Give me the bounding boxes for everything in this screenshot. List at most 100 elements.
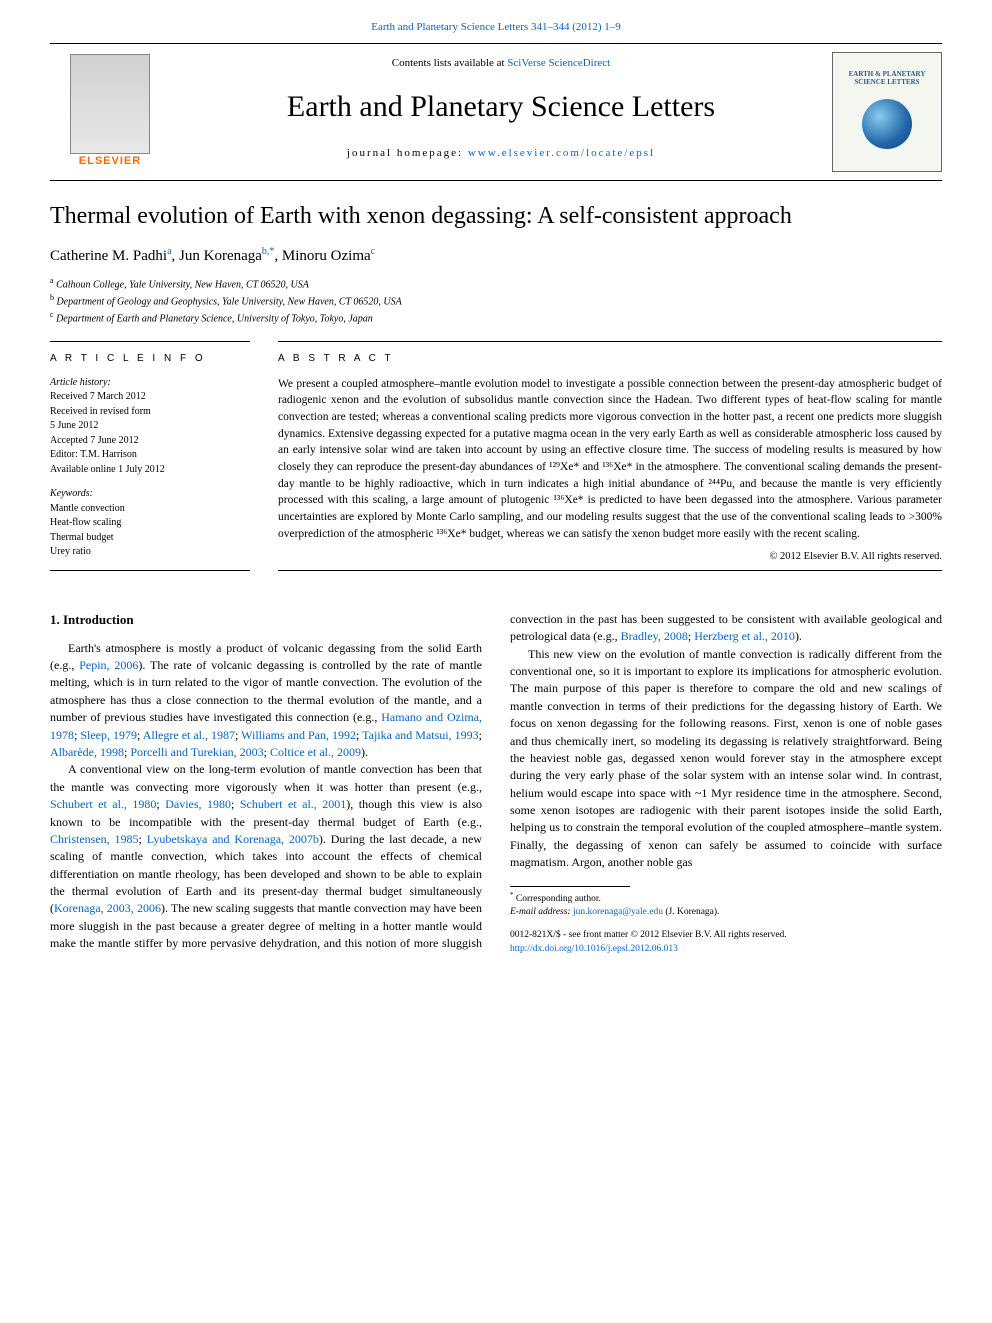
keyword-3: Urey ratio: [50, 545, 250, 560]
journal-header: ELSEVIER Contents lists available at Sci…: [50, 44, 942, 179]
doi-link[interactable]: http://dx.doi.org/10.1016/j.epsl.2012.06…: [510, 944, 678, 954]
corresponding-author-note: * Corresponding author.: [510, 891, 942, 906]
issn-line: 0012-821X/$ - see front matter © 2012 El…: [510, 929, 942, 943]
affiliations: a Calhoun College, Yale University, New …: [50, 275, 942, 327]
journal-cover-thumbnail: EARTH & PLANETARY SCIENCE LETTERS: [832, 52, 942, 171]
authors-line: Catherine M. Padhia, Jun Korenagab,*, Mi…: [50, 245, 942, 267]
keyword-2: Thermal budget: [50, 531, 250, 546]
elsevier-wordmark: ELSEVIER: [79, 154, 141, 169]
abstract-col-bottom-rule: [278, 570, 942, 571]
ref-schubert-1980[interactable]: Schubert et al., 1980: [50, 797, 156, 811]
homepage-prefix: journal homepage:: [347, 147, 468, 159]
ref-christensen-1985[interactable]: Christensen, 1985: [50, 832, 139, 846]
history-line-5: Available online 1 July 2012: [50, 463, 250, 478]
p1-s6: ;: [479, 728, 482, 742]
aff-text-a: Calhoun College, Yale University, New Ha…: [56, 279, 309, 290]
ref-herzberg-2010[interactable]: Herzberg et al., 2010: [694, 629, 795, 643]
homepage-link[interactable]: www.elsevier.com/locate/epsl: [468, 147, 655, 159]
top-citation: Earth and Planetary Science Letters 341–…: [0, 0, 992, 43]
p2-t1: A conventional view on the long-term evo…: [50, 762, 482, 793]
ref-allegre-1987[interactable]: Allegre et al., 1987: [143, 728, 235, 742]
footnotes: * Corresponding author. E-mail address: …: [510, 891, 942, 920]
p3-t3: ).: [795, 629, 802, 643]
ref-sleep-1979[interactable]: Sleep, 1979: [80, 728, 137, 742]
contents-prefix: Contents lists available at: [392, 57, 507, 69]
elsevier-tree-icon: [70, 54, 150, 154]
aff-mark-c: c: [50, 310, 54, 319]
history-line-3: Accepted 7 June 2012: [50, 434, 250, 449]
section-1-heading: 1. Introduction: [50, 611, 482, 630]
cover-globe-icon: [862, 99, 912, 149]
info-abstract-bottom-rules: [50, 570, 942, 571]
author-3-mark: c: [371, 246, 375, 257]
email-paren: (J. Korenaga).: [665, 907, 719, 917]
ref-tajika-matsui-1993[interactable]: Tajika and Matsui, 1993: [362, 728, 479, 742]
footnote-block: * Corresponding author. E-mail address: …: [510, 886, 942, 957]
article-title: Thermal evolution of Earth with xenon de…: [50, 201, 942, 231]
abstract-heading: A B S T R A C T: [278, 352, 942, 366]
history-line-4: Editor: T.M. Harrison: [50, 448, 250, 463]
affiliation-c: c Department of Earth and Planetary Scie…: [50, 309, 942, 326]
footer-meta: 0012-821X/$ - see front matter © 2012 El…: [510, 929, 942, 957]
ref-porcelli-turekian-2003[interactable]: Porcelli and Turekian, 2003: [130, 745, 263, 759]
keyword-1: Heat-flow scaling: [50, 516, 250, 531]
section-number: 1.: [50, 612, 60, 627]
journal-title: Earth and Planetary Science Letters: [180, 86, 822, 128]
footnote-rule: [510, 886, 630, 887]
aff-mark-a: a: [50, 276, 54, 285]
ref-schubert-2001[interactable]: Schubert et al., 2001: [240, 797, 346, 811]
email-label: E-mail address:: [510, 907, 571, 917]
aff-text-c: Department of Earth and Planetary Scienc…: [56, 314, 373, 325]
affiliation-a: a Calhoun College, Yale University, New …: [50, 275, 942, 292]
corr-text: Corresponding author.: [516, 894, 601, 904]
author-2: Jun Korenaga: [179, 248, 262, 264]
abstract-text: We present a coupled atmosphere–mantle e…: [278, 376, 942, 543]
citation-link[interactable]: Earth and Planetary Science Letters 341–…: [371, 21, 621, 33]
p2-s1: ;: [156, 797, 165, 811]
ref-coltice-2009[interactable]: Coltice et al., 2009: [270, 745, 361, 759]
email-line: E-mail address: jun.korenaga@yale.edu (J…: [510, 906, 942, 919]
ref-williams-pan-1992[interactable]: Williams and Pan, 1992: [241, 728, 356, 742]
keywords-block: Keywords: Mantle convection Heat-flow sc…: [50, 487, 250, 560]
header-center: Contents lists available at SciVerse Sci…: [170, 44, 832, 179]
section-title: Introduction: [63, 612, 134, 627]
history-line-2: 5 June 2012: [50, 419, 250, 434]
keyword-0: Mantle convection: [50, 502, 250, 517]
author-2-mark: b,*: [262, 246, 275, 257]
cover-title: EARTH & PLANETARY SCIENCE LETTERS: [833, 67, 941, 90]
p2-s4: ;: [139, 832, 147, 846]
info-col-bottom-rule: [50, 570, 250, 571]
info-abstract-row: A R T I C L E I N F O Article history: R…: [50, 341, 942, 570]
history-label: Article history:: [50, 376, 250, 391]
abstract-copyright: © 2012 Elsevier B.V. All rights reserved…: [278, 550, 942, 565]
body-para-1: Earth's atmosphere is mostly a product o…: [50, 640, 482, 762]
p2-s2: ;: [231, 797, 240, 811]
journal-homepage-line: journal homepage: www.elsevier.com/locat…: [180, 146, 822, 161]
ref-davies-1980[interactable]: Davies, 1980: [165, 797, 231, 811]
ref-korenaga-2003-2006[interactable]: Korenaga, 2003, 2006: [54, 901, 161, 915]
aff-mark-b: b: [50, 293, 54, 302]
ref-albarede-1998[interactable]: Albarède, 1998: [50, 745, 124, 759]
body-para-4: This new view on the evolution of mantle…: [510, 646, 942, 872]
p1-t3: ).: [361, 745, 368, 759]
ref-lyubetskaya-korenaga-2007b[interactable]: Lyubetskaya and Korenaga, 2007b: [147, 832, 319, 846]
aff-text-b: Department of Geology and Geophysics, Ya…: [57, 296, 402, 307]
author-1-mark: a: [167, 246, 171, 257]
corr-marker: *: [510, 891, 514, 899]
ref-pepin-2006[interactable]: Pepin, 2006: [79, 658, 138, 672]
article-history-block: Article history: Received 7 March 2012 R…: [50, 376, 250, 478]
affiliation-b: b Department of Geology and Geophysics, …: [50, 292, 942, 309]
header-rule-bottom: [50, 180, 942, 181]
article-info-heading: A R T I C L E I N F O: [50, 352, 250, 366]
article-info-column: A R T I C L E I N F O Article history: R…: [50, 341, 250, 570]
contents-available-line: Contents lists available at SciVerse Sci…: [180, 56, 822, 71]
sciencedirect-link[interactable]: SciVerse ScienceDirect: [507, 57, 610, 69]
author-1: Catherine M. Padhi: [50, 248, 167, 264]
body-two-column: 1. Introduction Earth's atmosphere is mo…: [50, 611, 942, 957]
corr-email-link[interactable]: jun.korenaga@yale.edu: [573, 907, 663, 917]
ref-bradley-2008[interactable]: Bradley, 2008: [621, 629, 688, 643]
header-left: ELSEVIER: [50, 44, 170, 179]
keywords-label: Keywords:: [50, 487, 250, 502]
history-line-1: Received in revised form: [50, 405, 250, 420]
history-line-0: Received 7 March 2012: [50, 390, 250, 405]
